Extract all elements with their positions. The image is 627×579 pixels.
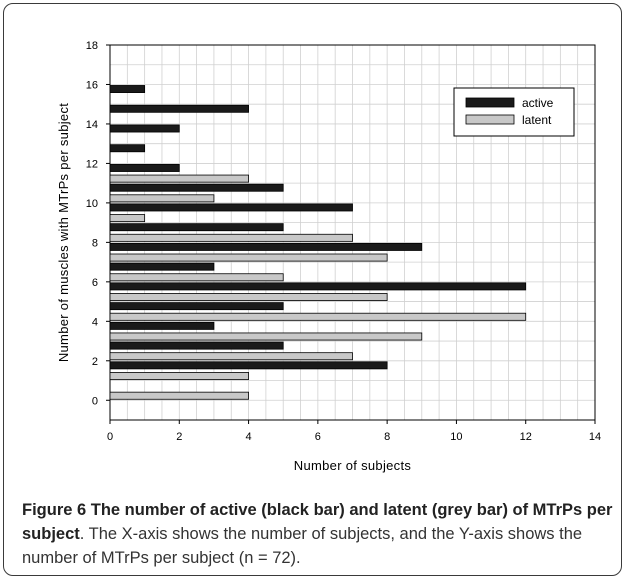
y-tick-label: 10 (86, 198, 98, 210)
y-axis-ticks: 0 2 4 6 8 10 12 14 16 18 (86, 40, 110, 407)
bar-active-4 (109, 321, 215, 330)
y-axis-title: Number of muscles with MTrPs per subject (56, 103, 71, 362)
bar-active-13 (109, 144, 146, 153)
x-tick-label: 0 (107, 431, 113, 443)
bar-active-12 (109, 164, 180, 172)
bar-active-16 (109, 85, 146, 93)
bar-active-8 (109, 242, 423, 251)
chart-bars (109, 85, 527, 400)
x-tick-label: 12 (520, 431, 532, 443)
y-tick-label: 18 (86, 40, 98, 52)
y-tick-label: 4 (92, 316, 98, 328)
caption-title: Figure 6 The number of active (black bar… (22, 501, 613, 543)
legend-swatch-latent (465, 114, 515, 125)
x-tick-label: 4 (246, 431, 252, 443)
y-tick-label: 6 (92, 277, 98, 289)
bar-active-2 (109, 361, 388, 370)
bar-latent-3 (109, 332, 423, 341)
x-axis-ticks: 0 2 4 6 8 10 12 14 (107, 420, 601, 443)
y-tick-label: 16 (86, 79, 98, 91)
bar-active-14 (109, 124, 180, 133)
bar-active-15 (109, 104, 249, 113)
bar-chart: 0 2 4 6 8 10 12 14 0 2 4 6 8 10 12 14 16 18 Number of su… (56, 40, 601, 473)
x-tick-label: 6 (315, 431, 321, 443)
bar-active-10 (109, 203, 353, 212)
bar-latent-7 (109, 253, 388, 262)
y-tick-label: 14 (86, 119, 98, 131)
bar-active-9 (109, 223, 284, 232)
x-tick-label: 8 (384, 431, 390, 443)
legend-box (453, 87, 575, 137)
caption-text: . The X-axis shows the number of subject… (22, 525, 583, 567)
y-tick-label: 8 (92, 237, 98, 249)
bar-latent-4 (109, 312, 527, 321)
bar-active-5 (109, 302, 284, 311)
bar-active-7 (109, 262, 215, 271)
x-axis-title: Number of subjects (294, 458, 412, 473)
legend-label-active: active (522, 96, 554, 110)
bar-latent-5 (109, 293, 388, 301)
bar-latent-6 (109, 273, 284, 282)
figure-caption: Figure 6 The number of active (black bar… (22, 498, 614, 570)
x-tick-label: 2 (176, 431, 182, 443)
y-tick-label: 12 (86, 158, 98, 170)
x-tick-label: 14 (589, 431, 601, 443)
bar-latent-0 (109, 391, 249, 400)
bar-latent-8 (109, 233, 353, 242)
chart-legend: active latent (453, 87, 575, 137)
bar-latent-1 (109, 372, 249, 380)
y-tick-label: 2 (92, 356, 98, 368)
bar-active-6 (109, 282, 527, 291)
bar-latent-9 (109, 214, 146, 223)
bar-active-11 (109, 183, 284, 192)
x-tick-label: 10 (450, 431, 462, 443)
legend-label-latent: latent (522, 113, 552, 127)
legend-swatch-active (465, 97, 515, 108)
bar-latent-10 (109, 194, 215, 203)
bar-active-3 (109, 341, 284, 350)
y-tick-label: 0 (92, 395, 98, 407)
bar-latent-11 (109, 174, 249, 183)
plot-area (109, 44, 596, 421)
bar-latent-2 (109, 352, 353, 361)
